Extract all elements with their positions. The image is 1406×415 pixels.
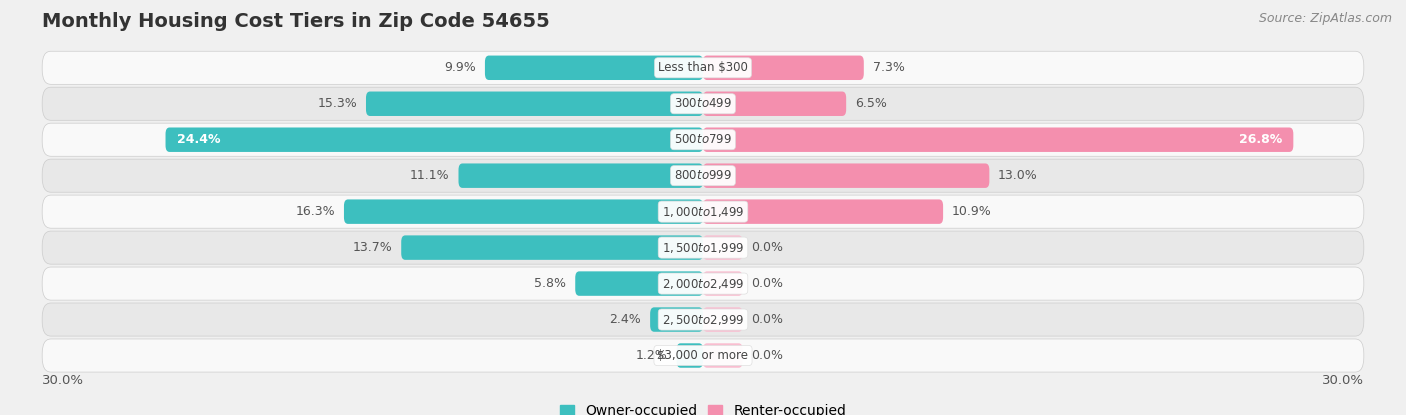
- FancyBboxPatch shape: [703, 235, 742, 260]
- Text: $300 to $499: $300 to $499: [673, 97, 733, 110]
- FancyBboxPatch shape: [575, 271, 703, 296]
- Text: 0.0%: 0.0%: [751, 349, 783, 362]
- Text: 9.9%: 9.9%: [444, 61, 477, 74]
- Text: $2,000 to $2,499: $2,000 to $2,499: [662, 276, 744, 290]
- Legend: Owner-occupied, Renter-occupied: Owner-occupied, Renter-occupied: [560, 404, 846, 415]
- Text: Monthly Housing Cost Tiers in Zip Code 54655: Monthly Housing Cost Tiers in Zip Code 5…: [42, 12, 550, 32]
- Text: $1,000 to $1,499: $1,000 to $1,499: [662, 205, 744, 219]
- FancyBboxPatch shape: [703, 271, 742, 296]
- Text: Source: ZipAtlas.com: Source: ZipAtlas.com: [1258, 12, 1392, 25]
- Text: $800 to $999: $800 to $999: [673, 169, 733, 182]
- FancyBboxPatch shape: [401, 235, 703, 260]
- FancyBboxPatch shape: [42, 267, 1364, 300]
- Text: 11.1%: 11.1%: [411, 169, 450, 182]
- Text: $1,500 to $1,999: $1,500 to $1,999: [662, 241, 744, 255]
- FancyBboxPatch shape: [703, 92, 846, 116]
- FancyBboxPatch shape: [42, 339, 1364, 372]
- Text: 0.0%: 0.0%: [751, 313, 783, 326]
- FancyBboxPatch shape: [703, 200, 943, 224]
- FancyBboxPatch shape: [166, 127, 703, 152]
- FancyBboxPatch shape: [703, 56, 863, 80]
- FancyBboxPatch shape: [703, 343, 742, 368]
- Text: 13.0%: 13.0%: [998, 169, 1038, 182]
- FancyBboxPatch shape: [344, 200, 703, 224]
- Text: $2,500 to $2,999: $2,500 to $2,999: [662, 312, 744, 327]
- Text: $3,000 or more: $3,000 or more: [658, 349, 748, 362]
- Text: 6.5%: 6.5%: [855, 97, 887, 110]
- FancyBboxPatch shape: [42, 51, 1364, 84]
- Text: 5.8%: 5.8%: [534, 277, 567, 290]
- Text: Less than $300: Less than $300: [658, 61, 748, 74]
- Text: 7.3%: 7.3%: [873, 61, 904, 74]
- FancyBboxPatch shape: [703, 127, 1294, 152]
- FancyBboxPatch shape: [42, 87, 1364, 120]
- Text: 30.0%: 30.0%: [42, 374, 84, 386]
- FancyBboxPatch shape: [42, 123, 1364, 156]
- Text: 0.0%: 0.0%: [751, 241, 783, 254]
- Text: 30.0%: 30.0%: [1322, 374, 1364, 386]
- Text: 10.9%: 10.9%: [952, 205, 991, 218]
- FancyBboxPatch shape: [366, 92, 703, 116]
- FancyBboxPatch shape: [42, 159, 1364, 192]
- FancyBboxPatch shape: [458, 164, 703, 188]
- FancyBboxPatch shape: [485, 56, 703, 80]
- FancyBboxPatch shape: [650, 308, 703, 332]
- FancyBboxPatch shape: [42, 195, 1364, 228]
- Text: 1.2%: 1.2%: [636, 349, 668, 362]
- FancyBboxPatch shape: [42, 303, 1364, 336]
- Text: $500 to $799: $500 to $799: [673, 133, 733, 146]
- Text: 15.3%: 15.3%: [318, 97, 357, 110]
- FancyBboxPatch shape: [42, 231, 1364, 264]
- Text: 24.4%: 24.4%: [177, 133, 221, 146]
- Text: 2.4%: 2.4%: [610, 313, 641, 326]
- Text: 16.3%: 16.3%: [295, 205, 335, 218]
- FancyBboxPatch shape: [703, 308, 742, 332]
- Text: 26.8%: 26.8%: [1239, 133, 1282, 146]
- Text: 13.7%: 13.7%: [353, 241, 392, 254]
- FancyBboxPatch shape: [676, 343, 703, 368]
- Text: 0.0%: 0.0%: [751, 277, 783, 290]
- FancyBboxPatch shape: [703, 164, 990, 188]
